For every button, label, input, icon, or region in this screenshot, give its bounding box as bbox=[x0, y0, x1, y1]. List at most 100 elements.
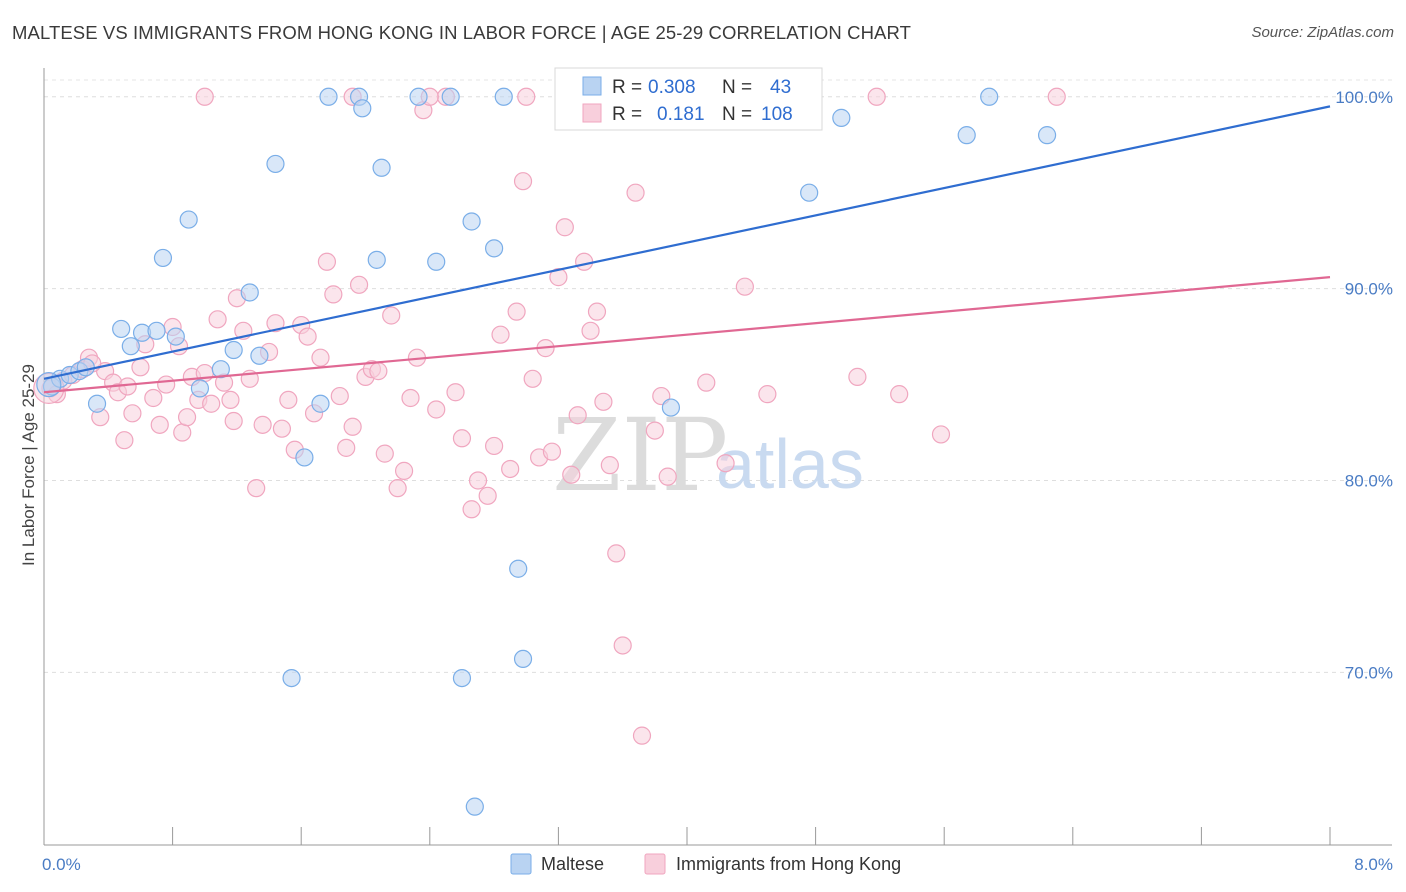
data-point bbox=[509, 559, 528, 578]
data-point bbox=[388, 479, 407, 498]
x-tick-label-min: 0.0% bbox=[42, 855, 81, 874]
data-point bbox=[343, 417, 362, 436]
data-point bbox=[195, 87, 214, 106]
source-label: Source: ZipAtlas.com bbox=[1251, 24, 1394, 41]
data-point bbox=[349, 275, 369, 294]
stats-legend-swatch-hong-kong bbox=[582, 103, 602, 123]
data-point bbox=[697, 373, 716, 392]
data-point bbox=[319, 87, 338, 106]
data-point bbox=[221, 390, 240, 410]
data-point bbox=[369, 362, 388, 381]
data-point bbox=[645, 421, 664, 440]
legend-label-maltese: Maltese bbox=[541, 854, 604, 874]
stats-n-label-maltese: N = bbox=[722, 77, 752, 98]
data-point bbox=[394, 461, 414, 480]
data-point bbox=[115, 431, 134, 450]
data-point bbox=[600, 456, 619, 475]
data-point bbox=[607, 544, 626, 563]
data-point bbox=[208, 310, 227, 329]
y-axis-label: In Labor Force | Age 25-29 bbox=[19, 364, 38, 566]
data-point bbox=[523, 369, 542, 388]
data-point bbox=[409, 87, 428, 106]
trend-line-maltese bbox=[43, 105, 1331, 380]
data-point bbox=[575, 252, 594, 271]
data-point bbox=[632, 726, 652, 745]
data-point bbox=[311, 394, 330, 413]
data-point bbox=[485, 436, 504, 456]
legend-swatch-hong-kong bbox=[644, 853, 666, 875]
data-point bbox=[153, 248, 173, 268]
data-point bbox=[800, 183, 819, 202]
data-point bbox=[462, 212, 481, 231]
data-point bbox=[382, 306, 401, 325]
data-point bbox=[513, 172, 533, 191]
data-point bbox=[931, 425, 951, 444]
y-tick-label: 70.0% bbox=[1345, 663, 1393, 682]
data-point bbox=[190, 379, 210, 398]
data-point bbox=[298, 327, 317, 346]
data-point bbox=[224, 340, 243, 360]
trend-line-hong-kong bbox=[43, 276, 1331, 394]
data-point bbox=[317, 252, 337, 271]
data-point bbox=[867, 87, 886, 106]
data-point bbox=[980, 87, 999, 106]
data-point bbox=[427, 400, 446, 419]
data-point bbox=[353, 99, 372, 118]
data-point bbox=[465, 797, 484, 816]
data-point bbox=[501, 459, 520, 479]
data-point bbox=[253, 415, 272, 434]
data-point bbox=[594, 392, 613, 411]
data-point bbox=[367, 250, 386, 269]
data-point bbox=[562, 465, 581, 484]
data-point bbox=[282, 668, 301, 688]
y-tick-label: 100.0% bbox=[1335, 88, 1393, 107]
data-point bbox=[427, 252, 446, 271]
data-point bbox=[441, 87, 460, 106]
stats-n-value-maltese: 43 bbox=[770, 77, 791, 98]
data-point bbox=[832, 108, 851, 127]
stats-n-value-hong-kong: 108 bbox=[761, 104, 793, 125]
data-point bbox=[272, 419, 292, 438]
data-point bbox=[150, 415, 169, 434]
data-point bbox=[87, 394, 107, 413]
data-point bbox=[166, 327, 185, 346]
axes bbox=[43, 68, 1392, 846]
data-point bbox=[337, 438, 356, 457]
data-point bbox=[957, 126, 976, 145]
data-point bbox=[330, 386, 349, 406]
stats-r-value-hong-kong: 0.181 bbox=[657, 104, 705, 125]
y-tick-label: 80.0% bbox=[1345, 471, 1393, 490]
data-point bbox=[131, 358, 150, 377]
trend-lines bbox=[43, 105, 1331, 394]
data-point bbox=[513, 649, 533, 669]
data-point bbox=[250, 346, 269, 365]
data-point bbox=[468, 471, 488, 490]
data-point bbox=[121, 337, 140, 356]
bottom-legend: Maltese Immigrants from Hong Kong bbox=[510, 853, 901, 875]
y-tick-label: 90.0% bbox=[1345, 280, 1393, 299]
data-point bbox=[478, 486, 497, 505]
stats-legend-swatch-maltese bbox=[582, 76, 602, 96]
data-point bbox=[549, 268, 568, 287]
data-point bbox=[848, 367, 867, 386]
legend-label-hong-kong: Immigrants from Hong Kong bbox=[676, 854, 901, 874]
data-point bbox=[507, 302, 526, 321]
chart-title: MALTESE VS IMMIGRANTS FROM HONG KONG IN … bbox=[12, 22, 911, 43]
data-point bbox=[375, 444, 394, 463]
data-point bbox=[372, 158, 391, 177]
data-point bbox=[613, 636, 632, 655]
data-point bbox=[177, 408, 197, 427]
data-point bbox=[581, 321, 600, 340]
legend-swatch-maltese bbox=[510, 853, 532, 875]
data-point bbox=[758, 385, 777, 404]
data-point bbox=[517, 87, 536, 106]
y-tick-labels: 70.0% 80.0% 90.0% 100.0% bbox=[1335, 88, 1393, 683]
data-point bbox=[240, 283, 259, 302]
data-point bbox=[202, 394, 221, 413]
data-point bbox=[179, 210, 198, 229]
data-point bbox=[446, 383, 465, 402]
data-point bbox=[157, 375, 176, 394]
data-point bbox=[224, 411, 243, 431]
data-point bbox=[1037, 126, 1057, 145]
data-point bbox=[661, 398, 681, 417]
